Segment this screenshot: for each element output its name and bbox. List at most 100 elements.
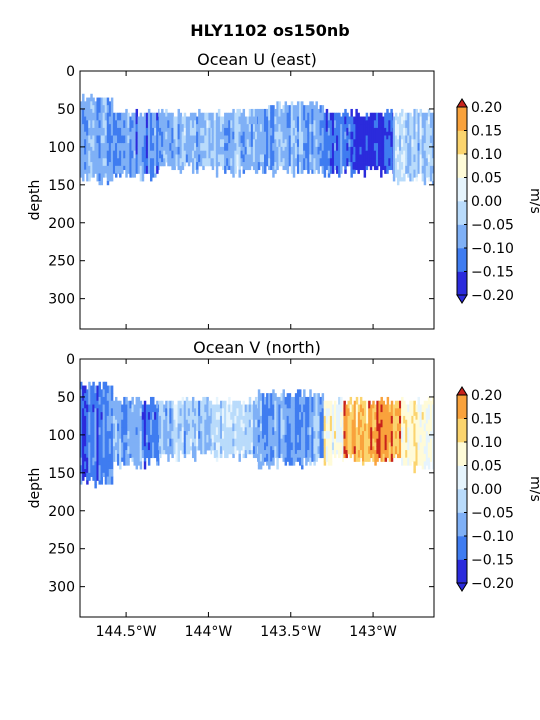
heatmap-cell xyxy=(143,158,147,167)
heatmap-cell xyxy=(161,131,164,140)
heatmap-cell xyxy=(405,150,408,159)
heatmap-cell xyxy=(181,412,185,421)
heatmap-cell xyxy=(80,465,83,474)
heatmap-cell xyxy=(106,112,110,121)
heatmap-cell xyxy=(303,450,306,459)
heatmap-cell xyxy=(421,127,425,136)
heatmap-cell xyxy=(191,434,195,443)
heatmap-cell xyxy=(415,154,418,163)
heatmap-cell xyxy=(194,150,197,159)
heatmap-cell xyxy=(329,120,333,129)
heatmap-cell xyxy=(236,415,239,424)
heatmap-cell xyxy=(309,139,312,148)
heatmap-cell xyxy=(384,127,387,136)
heatmap-cell xyxy=(108,139,112,148)
heatmap-cell xyxy=(423,173,427,182)
heatmap-cell xyxy=(179,158,183,167)
heatmap-cell xyxy=(257,154,259,163)
heatmap-cell xyxy=(396,124,400,133)
heatmap-cell xyxy=(226,143,229,152)
heatmap-cell xyxy=(158,442,160,451)
heatmap-cell xyxy=(350,169,353,178)
heatmap-cell xyxy=(94,423,97,432)
heatmap-cell xyxy=(415,450,418,459)
heatmap-cell xyxy=(396,446,400,455)
heatmap-cell xyxy=(261,169,265,174)
heatmap-cell xyxy=(401,108,404,117)
heatmap-cell xyxy=(427,450,431,459)
heatmap-cell xyxy=(298,154,302,163)
heatmap-cell xyxy=(224,400,227,409)
heatmap-cell xyxy=(135,146,139,155)
heatmap-cell xyxy=(390,124,393,133)
heatmap-cell xyxy=(315,431,318,440)
heatmap-cell xyxy=(80,412,83,421)
heatmap-cell xyxy=(427,139,431,148)
heatmap-cell xyxy=(317,169,320,174)
heatmap-cell xyxy=(264,442,267,451)
heatmap-cell xyxy=(121,120,124,129)
heatmap-cell xyxy=(191,143,195,152)
heatmap-cell xyxy=(106,438,110,447)
heatmap-cell xyxy=(246,442,250,451)
heatmap-cell xyxy=(323,112,327,121)
heatmap-cell xyxy=(294,158,298,167)
heatmap-cell xyxy=(380,158,383,167)
heatmap-cell xyxy=(158,116,160,125)
heatmap-cell xyxy=(127,461,130,466)
heatmap-cell xyxy=(294,423,298,432)
heatmap-cell xyxy=(98,173,101,182)
heatmap-cell xyxy=(384,419,388,428)
heatmap-cell xyxy=(280,415,283,424)
heatmap-cell xyxy=(305,158,308,167)
heatmap-cell xyxy=(106,173,110,182)
heatmap-cell xyxy=(313,150,316,159)
heatmap-cell xyxy=(114,120,118,129)
heatmap-cell xyxy=(272,112,275,121)
x-tick-label: 144°W xyxy=(185,624,233,640)
heatmap-cell xyxy=(317,423,320,432)
heatmap-cell xyxy=(198,446,201,451)
heatmap-cell xyxy=(409,150,412,159)
colorbar-tick-label: 0.10 xyxy=(471,435,502,451)
heatmap-cell xyxy=(104,158,108,167)
colorbar-segment xyxy=(457,512,467,537)
heatmap-cell xyxy=(384,404,388,413)
heatmap-cell xyxy=(100,173,104,182)
heatmap-cell xyxy=(224,158,227,167)
heatmap-cell xyxy=(361,400,365,409)
heatmap-cell xyxy=(359,154,362,163)
heatmap-cell xyxy=(350,146,353,155)
heatmap-cell xyxy=(98,105,101,114)
heatmap-cell xyxy=(98,165,101,174)
heatmap-cell xyxy=(82,154,85,163)
heatmap-cell xyxy=(173,450,176,455)
heatmap-cell xyxy=(119,150,122,159)
heatmap-cell xyxy=(382,116,385,125)
heatmap-cell xyxy=(234,143,237,152)
heatmap-cell xyxy=(244,131,248,140)
heatmap-cell xyxy=(386,124,389,133)
heatmap-cell xyxy=(355,162,358,171)
heatmap-cell xyxy=(110,438,114,447)
heatmap-cell xyxy=(100,135,104,144)
heatmap-cell xyxy=(417,135,420,144)
heatmap-cell xyxy=(226,120,229,129)
heatmap-cell xyxy=(125,404,128,413)
heatmap-cell xyxy=(181,419,185,428)
heatmap-cell xyxy=(399,415,402,424)
heatmap-cell xyxy=(242,116,246,125)
heatmap-cell xyxy=(325,438,329,447)
heatmap-cell xyxy=(98,427,101,436)
heatmap-cell xyxy=(409,415,412,424)
heatmap-cell xyxy=(290,434,294,443)
heatmap-cell xyxy=(296,457,300,462)
heatmap-cell xyxy=(266,408,269,417)
heatmap-cell xyxy=(378,135,381,144)
heatmap-cell xyxy=(423,408,427,417)
heatmap-cell xyxy=(165,139,168,148)
heatmap-cell xyxy=(121,427,124,436)
heatmap-cell xyxy=(189,438,193,447)
heatmap-cell xyxy=(213,442,217,451)
heatmap-cell xyxy=(123,158,126,167)
